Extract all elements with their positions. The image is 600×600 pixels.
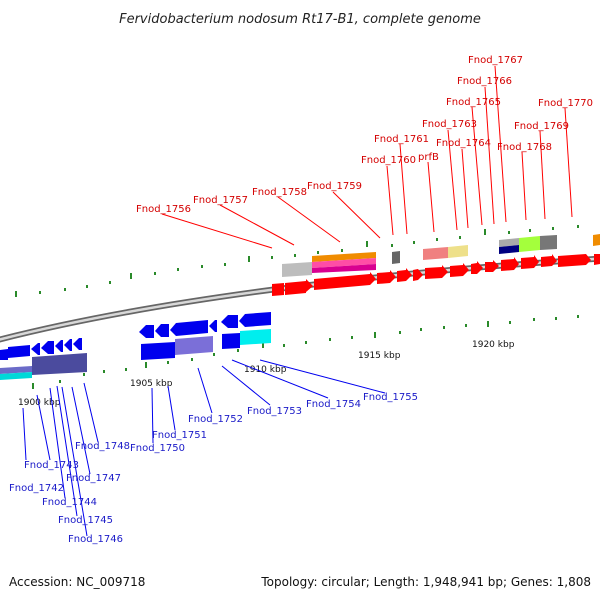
gene-arrow bbox=[139, 325, 154, 338]
gene-label-top: Fnod_1769 bbox=[514, 121, 569, 132]
gene-label-bottom: Fnod_1753 bbox=[247, 406, 302, 417]
gene-arrow bbox=[413, 269, 423, 281]
gene-label-bottom: Fnod_1743 bbox=[24, 460, 79, 471]
gene-arrow bbox=[41, 341, 54, 354]
gene-arrow bbox=[155, 324, 169, 337]
gene-label-top: Fnod_1760 bbox=[361, 155, 416, 166]
gene-label-top: Fnod_1765 bbox=[446, 97, 501, 108]
gene-label-top: Fnod_1766 bbox=[457, 76, 512, 87]
genome-summary-text: Topology: circular; Length: 1,948,941 bp… bbox=[260, 575, 591, 589]
gene-label-bottom: Fnod_1748 bbox=[75, 441, 130, 452]
accession-text: Accession: NC_009718 bbox=[9, 575, 145, 589]
gene-label-bottom: Fnod_1746 bbox=[68, 534, 123, 545]
gene-label-top: Fnod_1758 bbox=[252, 187, 307, 198]
scale-label-1910: 1910 kbp bbox=[244, 365, 287, 375]
gene-arrow bbox=[55, 340, 63, 352]
gene-label-top: Fnod_1756 bbox=[136, 204, 191, 215]
ticks-lower bbox=[32, 315, 579, 389]
forward-strand-features bbox=[282, 234, 600, 277]
gene-label-bottom: Fnod_1752 bbox=[188, 414, 243, 425]
gene-arrow bbox=[314, 272, 376, 290]
gene-label-top: Fnod_1768 bbox=[497, 142, 552, 153]
gene-label-bottom: Fnod_1751 bbox=[152, 430, 207, 441]
gene-label-top: Fnod_1759 bbox=[307, 181, 362, 192]
gene-label-top: prfB bbox=[418, 152, 439, 163]
gene-arrow bbox=[64, 339, 72, 351]
forward-strand-genes bbox=[272, 254, 600, 296]
gene-label-top: Fnod_1764 bbox=[436, 138, 491, 149]
gene-label-top: Fnod_1767 bbox=[468, 55, 523, 66]
gene-arrow bbox=[31, 343, 40, 355]
reverse-strand-features bbox=[0, 329, 271, 380]
ticks-upper bbox=[15, 225, 579, 297]
gene-arrow bbox=[209, 320, 217, 332]
gene-label-bottom: Fnod_1745 bbox=[58, 515, 113, 526]
leaders-top bbox=[161, 65, 573, 249]
gene-arrow bbox=[501, 257, 519, 271]
gene-arrow bbox=[485, 260, 499, 272]
gene-arrow bbox=[170, 320, 208, 336]
scale-label-1905: 1905 kbp bbox=[130, 379, 173, 389]
gene-arrow bbox=[471, 261, 483, 274]
gene-label-top: Fnod_1763 bbox=[422, 119, 477, 130]
gene-arrow bbox=[594, 254, 600, 265]
gene-label-top: Fnod_1761 bbox=[374, 134, 429, 145]
gene-arrow bbox=[450, 263, 469, 277]
leaders-bottom bbox=[22, 359, 386, 537]
gene-arrow bbox=[541, 254, 557, 267]
gene-arrow bbox=[397, 268, 412, 282]
gene-arrow bbox=[285, 279, 313, 295]
gene-arrow bbox=[558, 254, 591, 267]
gene-arrow bbox=[521, 255, 539, 269]
gene-label-bottom: Fnod_1755 bbox=[363, 392, 418, 403]
gene-arrow bbox=[0, 345, 30, 360]
gene-label-bottom: Fnod_1747 bbox=[66, 473, 121, 484]
gene-label-bottom: Fnod_1742 bbox=[9, 483, 64, 494]
gene-arrow bbox=[73, 338, 82, 350]
gene-arrow bbox=[239, 312, 271, 327]
scale-label-1920: 1920 kbp bbox=[472, 340, 515, 350]
gene-arrow bbox=[377, 270, 396, 284]
map-title: Fervidobacterium nodosum Rt17-B1, comple… bbox=[119, 12, 481, 27]
gene-arrow bbox=[425, 265, 448, 279]
gene-label-top: Fnod_1757 bbox=[193, 195, 248, 206]
gene-label-bottom: Fnod_1744 bbox=[42, 497, 97, 508]
reverse-strand-genes bbox=[0, 312, 271, 360]
gene-label-bottom: Fnod_1754 bbox=[306, 399, 361, 410]
scale-label-1900: 1900 kbp bbox=[18, 398, 61, 408]
gene-label-bottom: Fnod_1750 bbox=[130, 443, 185, 454]
gene-arrow bbox=[272, 283, 284, 296]
gene-arrow bbox=[221, 315, 238, 328]
scale-label-1915: 1915 kbp bbox=[358, 351, 401, 361]
gene-label-top: Fnod_1770 bbox=[538, 98, 593, 109]
